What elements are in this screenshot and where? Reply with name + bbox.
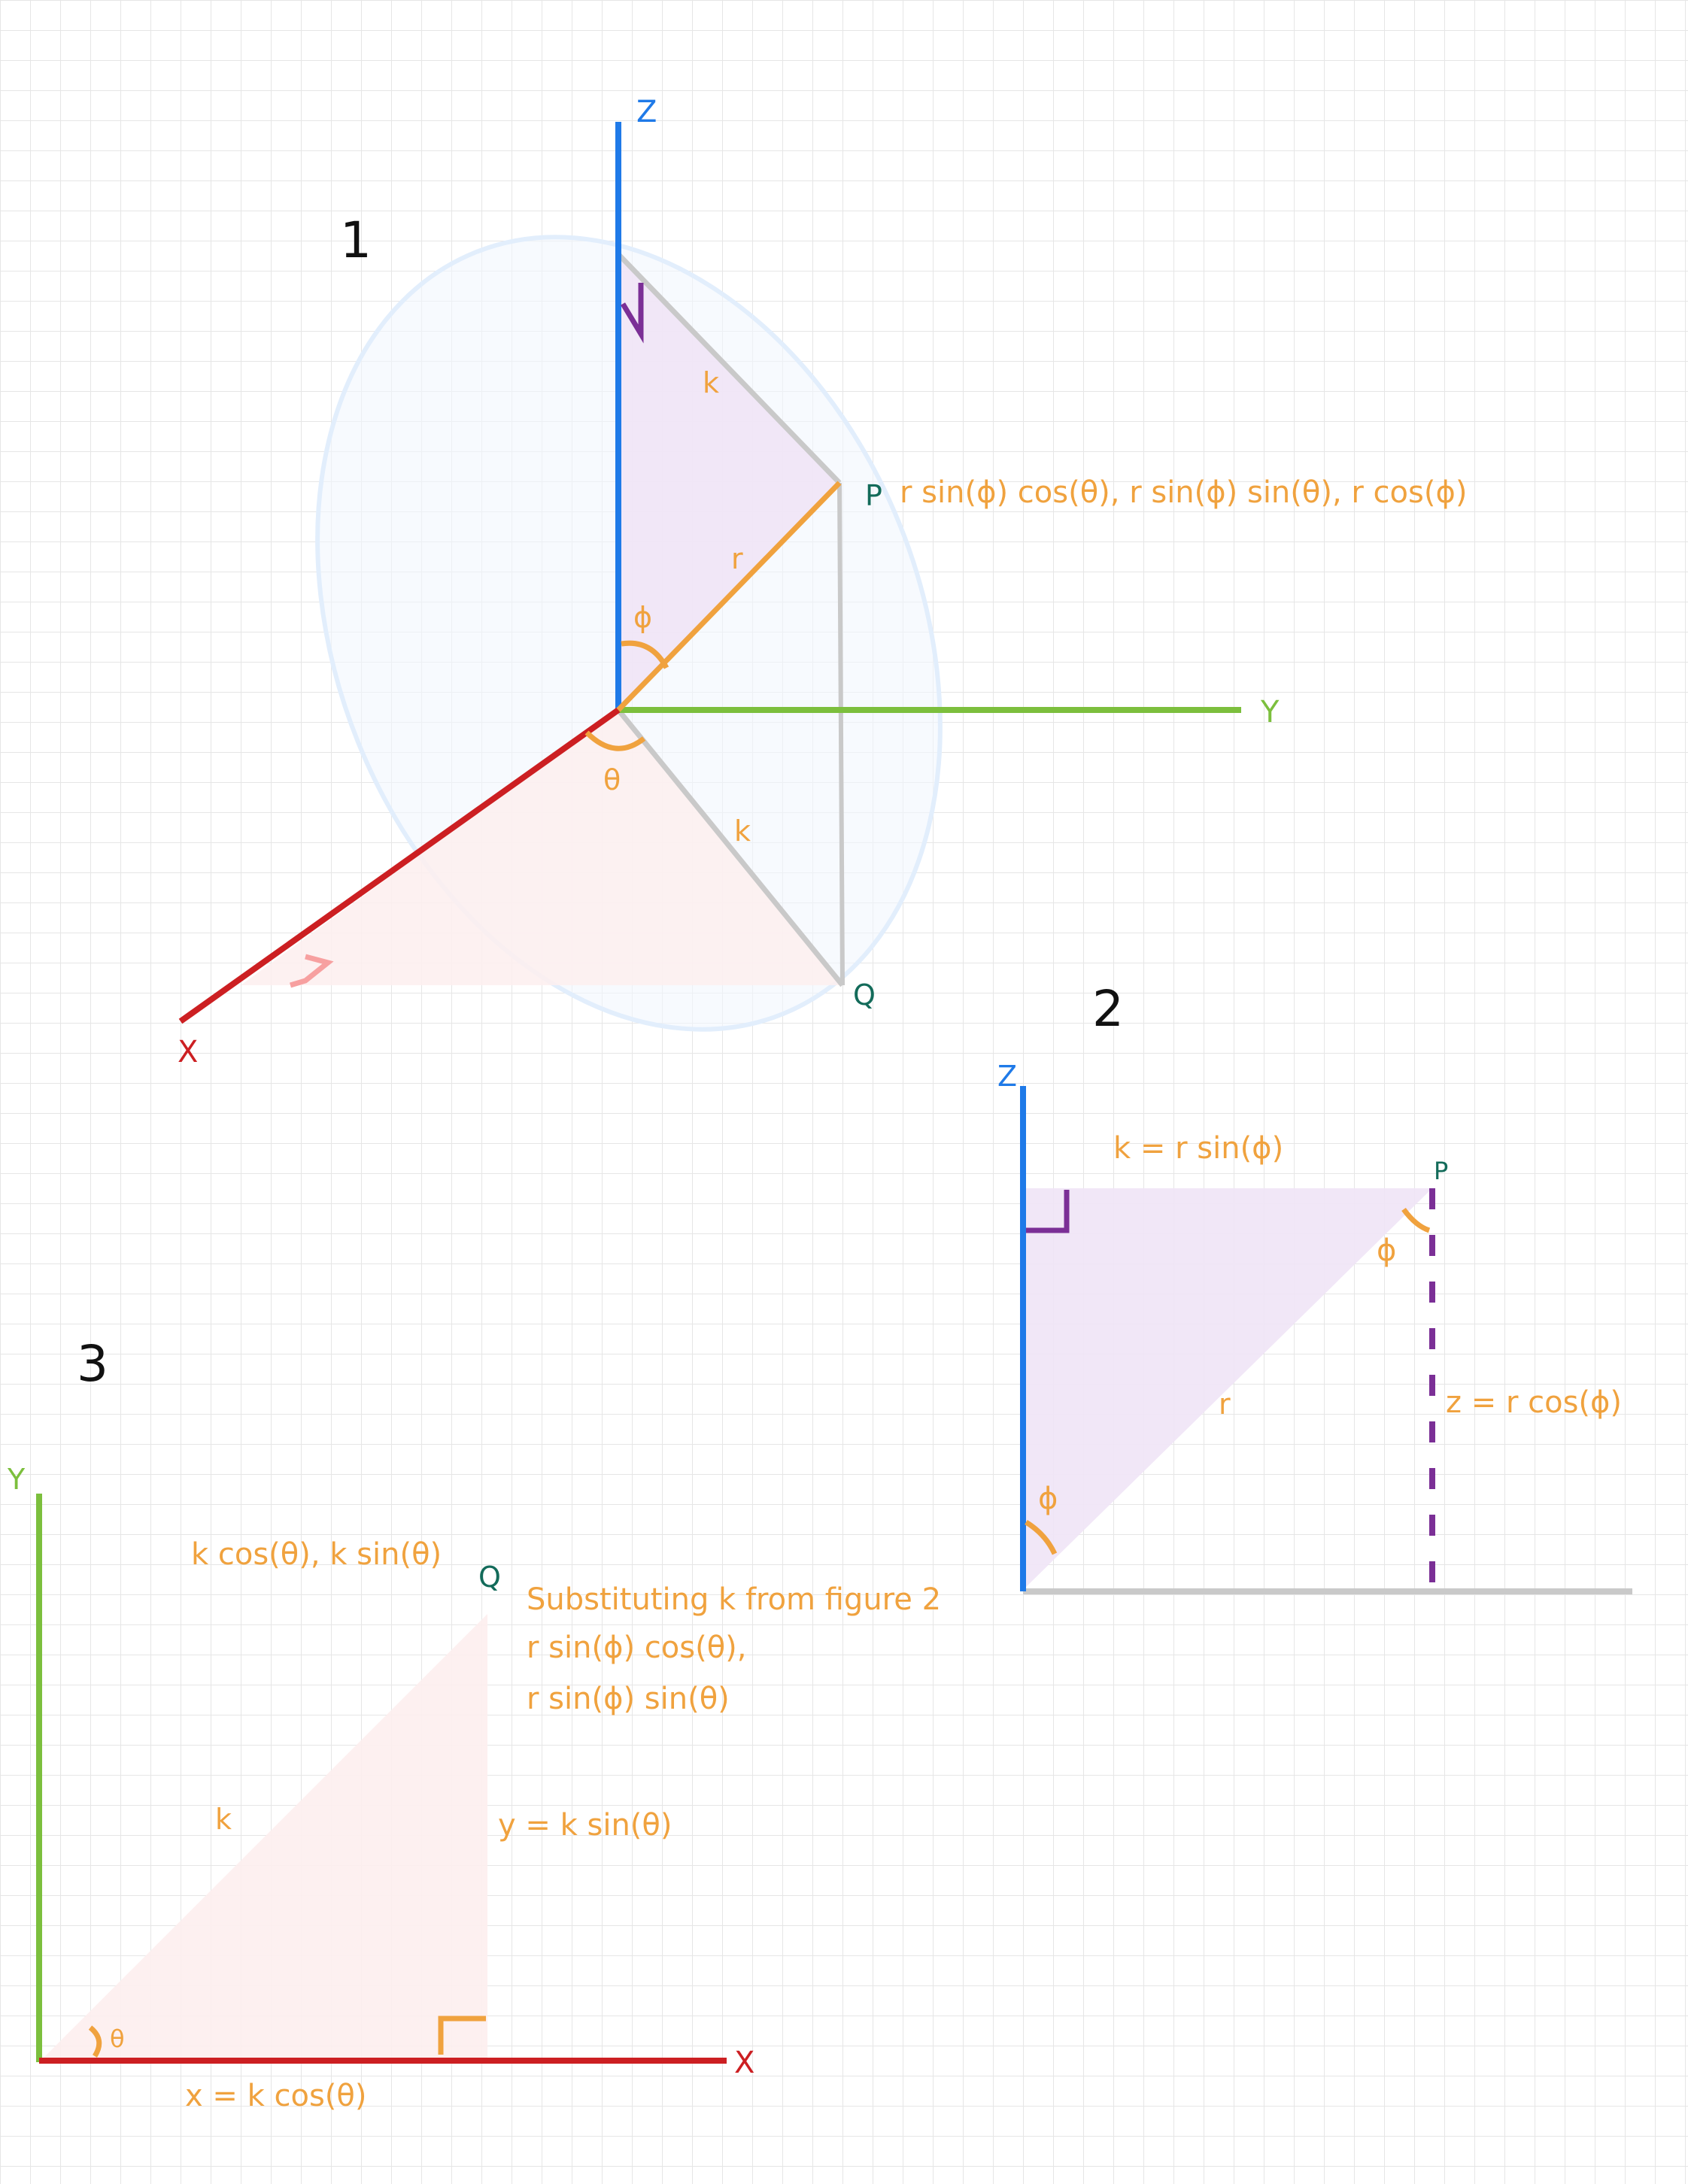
fig2-point-p-label: P — [1434, 1157, 1448, 1185]
fig3-theta-arc — [88, 2025, 102, 2058]
p-to-q-line — [837, 482, 845, 986]
fig3-y-equation: y = k sin(θ) — [498, 1808, 672, 1843]
fig2-triangle — [1023, 1188, 1432, 1590]
fig3-substitution-line-2: r sin(ϕ) cos(θ), — [527, 1630, 746, 1665]
theta-label: θ — [603, 763, 621, 796]
fig3-x-axis-label: X — [734, 2046, 754, 2080]
figure-1: 1 Z Y X P Q r sin(ϕ) cos(θ), r sin(ϕ) si… — [178, 95, 1467, 1069]
fig3-triangle — [41, 1614, 487, 2061]
theta-arc — [584, 730, 646, 751]
r-label: r — [731, 542, 743, 575]
fig3-x-equation: x = k cos(θ) — [185, 2079, 366, 2113]
right-angle-marker-top — [620, 283, 644, 344]
x-axis-label: X — [178, 1035, 198, 1069]
x-axis — [178, 707, 621, 1024]
fig3-k-label: k — [215, 1803, 232, 1836]
point-p-label: P — [865, 479, 882, 512]
fig3-right-angle-marker — [438, 2016, 486, 2055]
z-plane-triangle — [618, 254, 839, 710]
fig3-substitution-line-1: Substituting k from figure 2 — [527, 1582, 941, 1617]
fig3-theta-label: θ — [110, 2025, 125, 2053]
fig2-phi-arc-top — [1401, 1207, 1431, 1233]
k-label-top: k — [703, 366, 719, 399]
point-q-label: Q — [853, 978, 876, 1012]
fig2-r-label: r — [1219, 1388, 1231, 1421]
fig2-phi-label-top: ϕ — [1377, 1233, 1396, 1268]
k-line-top — [616, 252, 842, 485]
fig2-phi-label-bottom: ϕ — [1038, 1482, 1058, 1516]
fig2-k-equation: k = r sin(ϕ) — [1113, 1131, 1283, 1166]
fig2-z-equation: z = r cos(ϕ) — [1446, 1385, 1622, 1420]
right-angle-marker-x — [289, 954, 334, 988]
figure-2: 2 Z P k = r sin(ϕ) z = r cos(ϕ) r ϕ ϕ — [997, 980, 1632, 1594]
r-line — [616, 481, 842, 712]
xy-plane-triangle — [241, 710, 842, 985]
fig2-right-angle-marker — [1026, 1190, 1070, 1233]
figure-2-number: 2 — [1092, 980, 1124, 1038]
fig3-point-q-label: Q — [478, 1561, 501, 1594]
phi-arc — [621, 640, 669, 669]
figure-1-number: 1 — [340, 211, 372, 269]
k-line-bottom — [616, 708, 845, 987]
fig2-phi-arc-bottom — [1025, 1520, 1058, 1555]
phi-label: ϕ — [633, 601, 652, 634]
fig3-substitution-line-3: r sin(ϕ) sin(θ) — [527, 1682, 730, 1716]
k-label-bottom: k — [734, 814, 751, 848]
y-axis-label: Y — [1260, 695, 1280, 730]
z-axis-label: Z — [636, 95, 657, 129]
fig3-q-coordinates: k cos(θ), k sin(θ) — [191, 1537, 442, 1572]
fig2-z-axis-label: Z — [997, 1060, 1017, 1093]
fig3-y-axis-label: Y — [7, 1463, 26, 1496]
figure-3: 3 Y X Q k cos(θ), k sin(θ) Substituting … — [7, 1335, 941, 2113]
p-coordinates: r sin(ϕ) cos(θ), r sin(ϕ) sin(θ), r cos(… — [900, 475, 1467, 510]
figure-3-number: 3 — [77, 1335, 108, 1393]
